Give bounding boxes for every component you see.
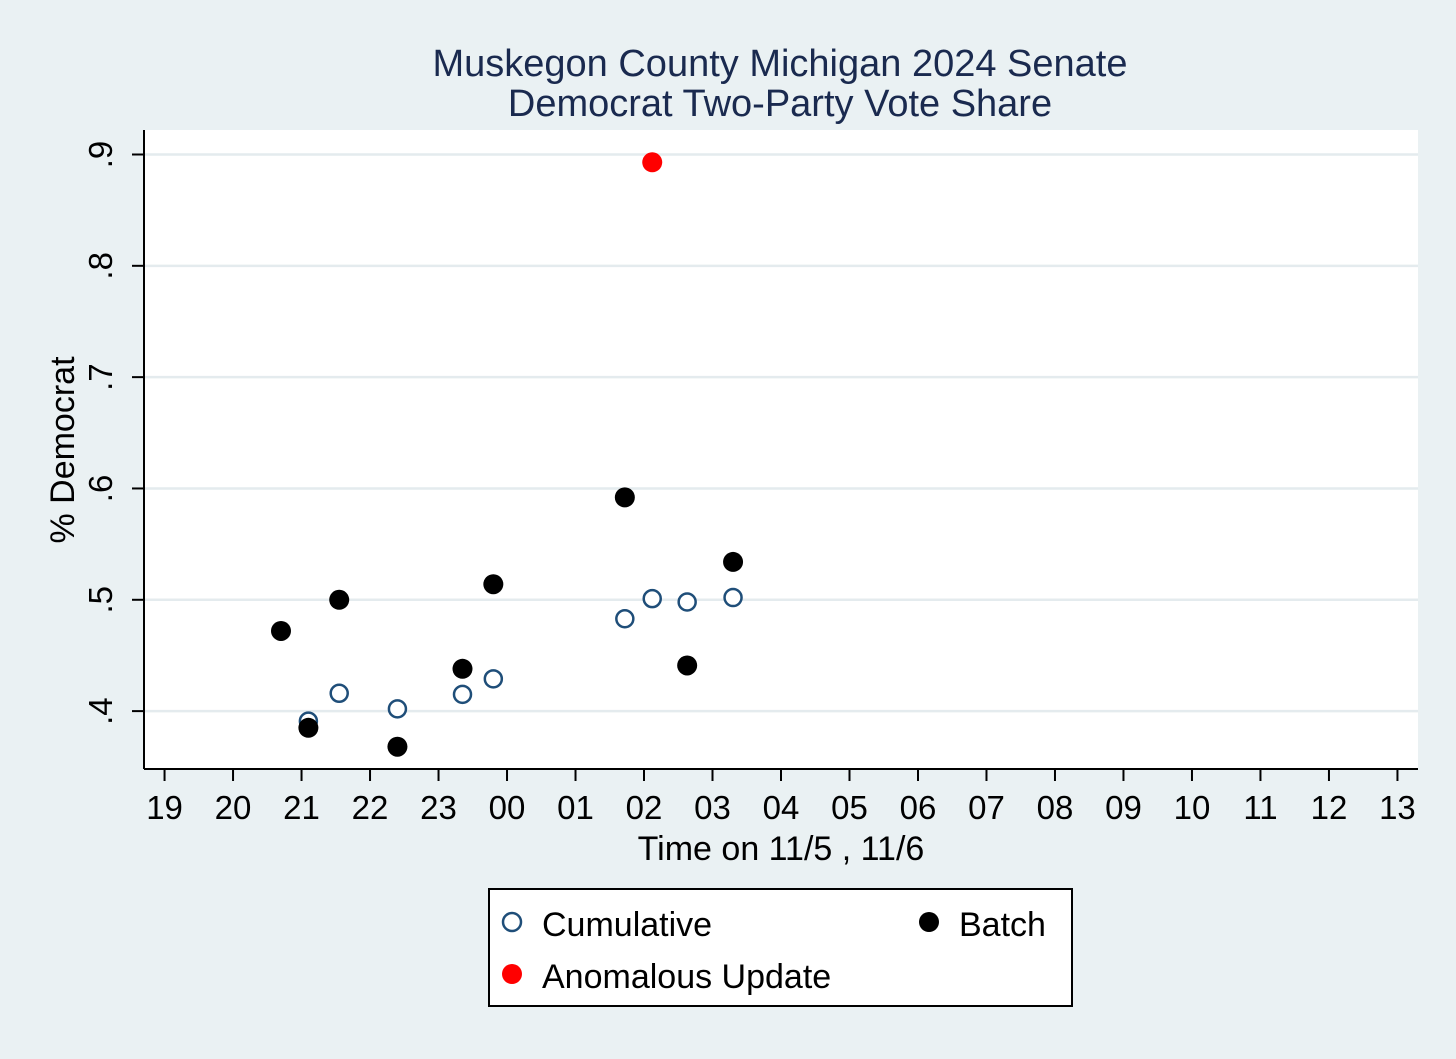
x-tick-label: 05 (831, 789, 868, 826)
legend-box (488, 888, 1073, 1007)
point-cumulative (615, 608, 635, 629)
legend-marker-cumulative (501, 911, 523, 933)
x-tick-label: 07 (968, 789, 1005, 826)
point-batch (298, 717, 319, 738)
point-cumulative (387, 699, 408, 719)
chart-subtitle: Democrat Two-Party Vote Share (508, 83, 1052, 125)
x-tick-label: 13 (1379, 789, 1416, 826)
point-batch (387, 736, 408, 757)
x-tick-label: 22 (352, 789, 389, 826)
x-tick-label: 21 (283, 789, 320, 826)
plot-area (144, 130, 1418, 769)
point-batch (270, 620, 291, 641)
x-tick-label: 23 (420, 789, 457, 826)
x-tick-label: 03 (694, 789, 731, 826)
x-tick-label: 12 (1311, 789, 1348, 826)
x-tick-label: 06 (900, 789, 937, 826)
point-cumulative (677, 592, 697, 612)
x-tick-label: 09 (1105, 789, 1142, 826)
gridlines (144, 153, 1418, 713)
y-axis-ticks: .4 .5 .6 .7 .8 .9 (82, 141, 144, 725)
point-cumulative (452, 684, 473, 705)
y-tick-label: .5 (82, 586, 119, 614)
point-anomalous-update (642, 152, 663, 173)
point-batch (614, 487, 635, 508)
point-cumulative (329, 683, 349, 704)
legend-marker-batch (919, 912, 939, 932)
x-tick-label: 19 (146, 789, 183, 826)
x-tick-label: 00 (489, 789, 526, 826)
data-points (270, 152, 744, 757)
y-tick-label: .9 (82, 141, 119, 169)
point-batch (329, 589, 350, 610)
point-batch (677, 655, 698, 676)
chart-title: Muskegon County Michigan 2024 Senate (432, 43, 1127, 85)
point-cumulative (723, 587, 743, 608)
x-tick-label: 02 (626, 789, 663, 826)
point-cumulative (642, 588, 662, 609)
x-tick-label: 10 (1174, 789, 1211, 826)
point-batch (483, 574, 504, 595)
y-tick-label: .6 (82, 475, 119, 503)
legend: Cumulative Batch Anomalous Update (488, 888, 1073, 1007)
x-tick-label: 01 (557, 789, 594, 826)
x-axis-title: Time on 11/5 , 11/6 (638, 830, 925, 868)
legend-marker-anomalous-update (502, 964, 522, 984)
legend-label-cumulative: Cumulative (542, 906, 712, 944)
point-batch (452, 658, 473, 679)
legend-label-batch: Batch (959, 906, 1046, 944)
y-tick-label: .4 (82, 697, 119, 725)
point-batch (723, 551, 744, 572)
point-cumulative (483, 669, 504, 689)
legend-label-anomalous-update: Anomalous Update (542, 958, 831, 996)
x-tick-label: 11 (1243, 789, 1277, 826)
y-axis-title: % Democrat (44, 356, 82, 544)
x-tick-label: 04 (763, 789, 800, 826)
y-tick-label: .7 (82, 363, 119, 391)
y-tick-label: .8 (82, 252, 119, 280)
x-tick-label: 08 (1037, 789, 1074, 826)
x-tick-label: 20 (215, 789, 252, 826)
x-axis-ticks: 19 20 21 22 23 00 01 02 03 04 05 06 07 08 09 10 11 12 13 (146, 769, 1416, 826)
